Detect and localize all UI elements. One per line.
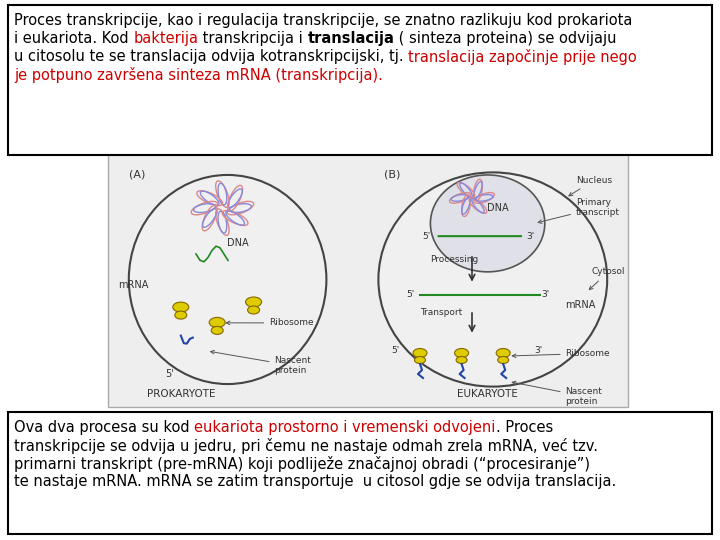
Ellipse shape bbox=[498, 356, 509, 363]
Text: Nascent
protein: Nascent protein bbox=[512, 381, 603, 406]
Text: bakterija: bakterija bbox=[133, 31, 198, 46]
Ellipse shape bbox=[496, 348, 510, 357]
Text: Nascent
protein: Nascent protein bbox=[211, 350, 311, 375]
Text: PROKARYOTE: PROKARYOTE bbox=[147, 389, 215, 400]
Ellipse shape bbox=[210, 318, 225, 327]
Text: te nastaje mRNA. mRNA se zatim transportuje  u citosol gdje se odvija translacij: te nastaje mRNA. mRNA se zatim transport… bbox=[14, 474, 616, 489]
Ellipse shape bbox=[246, 297, 261, 307]
Text: Ribosome: Ribosome bbox=[226, 319, 314, 327]
Ellipse shape bbox=[456, 356, 467, 363]
Text: 3': 3' bbox=[526, 232, 534, 241]
Ellipse shape bbox=[413, 348, 427, 357]
Ellipse shape bbox=[129, 175, 326, 384]
Text: Transport: Transport bbox=[420, 308, 462, 317]
Text: EUKARYOTE: EUKARYOTE bbox=[457, 389, 518, 400]
Text: DNA: DNA bbox=[228, 238, 249, 248]
Text: Ova dva procesa su kod: Ova dva procesa su kod bbox=[14, 420, 194, 435]
Text: transkripcije se odvija u jedru, pri čemu ne nastaje odmah zrela mRNA, već tzv.: transkripcije se odvija u jedru, pri čem… bbox=[14, 438, 598, 454]
Ellipse shape bbox=[173, 302, 189, 312]
Text: 5': 5' bbox=[165, 369, 174, 379]
Text: DNA: DNA bbox=[487, 203, 508, 213]
Ellipse shape bbox=[248, 306, 260, 314]
Text: translacija započinje prije nego: translacija započinje prije nego bbox=[408, 49, 637, 65]
Text: transkripcija i: transkripcija i bbox=[198, 31, 307, 46]
Ellipse shape bbox=[211, 326, 223, 334]
Ellipse shape bbox=[431, 175, 545, 272]
Bar bbox=[8, 412, 712, 534]
Text: Nucleus: Nucleus bbox=[569, 176, 612, 196]
Text: 3': 3' bbox=[534, 346, 543, 355]
Text: 5': 5' bbox=[407, 291, 415, 299]
Text: mRNA: mRNA bbox=[118, 280, 149, 289]
Bar bbox=[108, 152, 628, 407]
Text: je potpuno završena sinteza mRNA (transkripcija).: je potpuno završena sinteza mRNA (transk… bbox=[14, 67, 383, 83]
Text: . Proces: . Proces bbox=[495, 420, 553, 435]
Text: i eukariota. Kod: i eukariota. Kod bbox=[14, 31, 133, 46]
Text: primarni transkript (pre-mRNA) koji podliježe značajnoj obradi (“procesiranje”): primarni transkript (pre-mRNA) koji podl… bbox=[14, 456, 590, 472]
Text: Proces transkripcije, kao i regulacija transkripcije, se znatno razlikuju kod pr: Proces transkripcije, kao i regulacija t… bbox=[14, 13, 632, 28]
Text: Primary
transcript: Primary transcript bbox=[538, 198, 620, 224]
Text: 5': 5' bbox=[391, 346, 399, 355]
Text: Processing: Processing bbox=[431, 254, 479, 264]
Text: (B): (B) bbox=[384, 170, 400, 180]
Ellipse shape bbox=[454, 348, 469, 357]
Ellipse shape bbox=[379, 172, 607, 387]
Ellipse shape bbox=[175, 311, 186, 319]
Text: Cytosol: Cytosol bbox=[589, 267, 625, 289]
Text: Ribosome: Ribosome bbox=[512, 349, 611, 358]
Text: (A): (A) bbox=[129, 170, 145, 180]
Text: eukariota prostorno i vremenski odvojeni: eukariota prostorno i vremenski odvojeni bbox=[194, 420, 495, 435]
Text: u citosolu te se translacija odvija kotranskripcijski, tj.: u citosolu te se translacija odvija kotr… bbox=[14, 49, 408, 64]
Ellipse shape bbox=[415, 356, 426, 363]
Text: ( sinteza proteina) se odvijaju: ( sinteza proteina) se odvijaju bbox=[395, 31, 617, 46]
Text: mRNA: mRNA bbox=[566, 300, 596, 310]
Bar bbox=[8, 5, 712, 155]
Text: translacija: translacija bbox=[307, 31, 395, 46]
Text: 5': 5' bbox=[423, 232, 431, 241]
Text: 3': 3' bbox=[541, 291, 550, 299]
